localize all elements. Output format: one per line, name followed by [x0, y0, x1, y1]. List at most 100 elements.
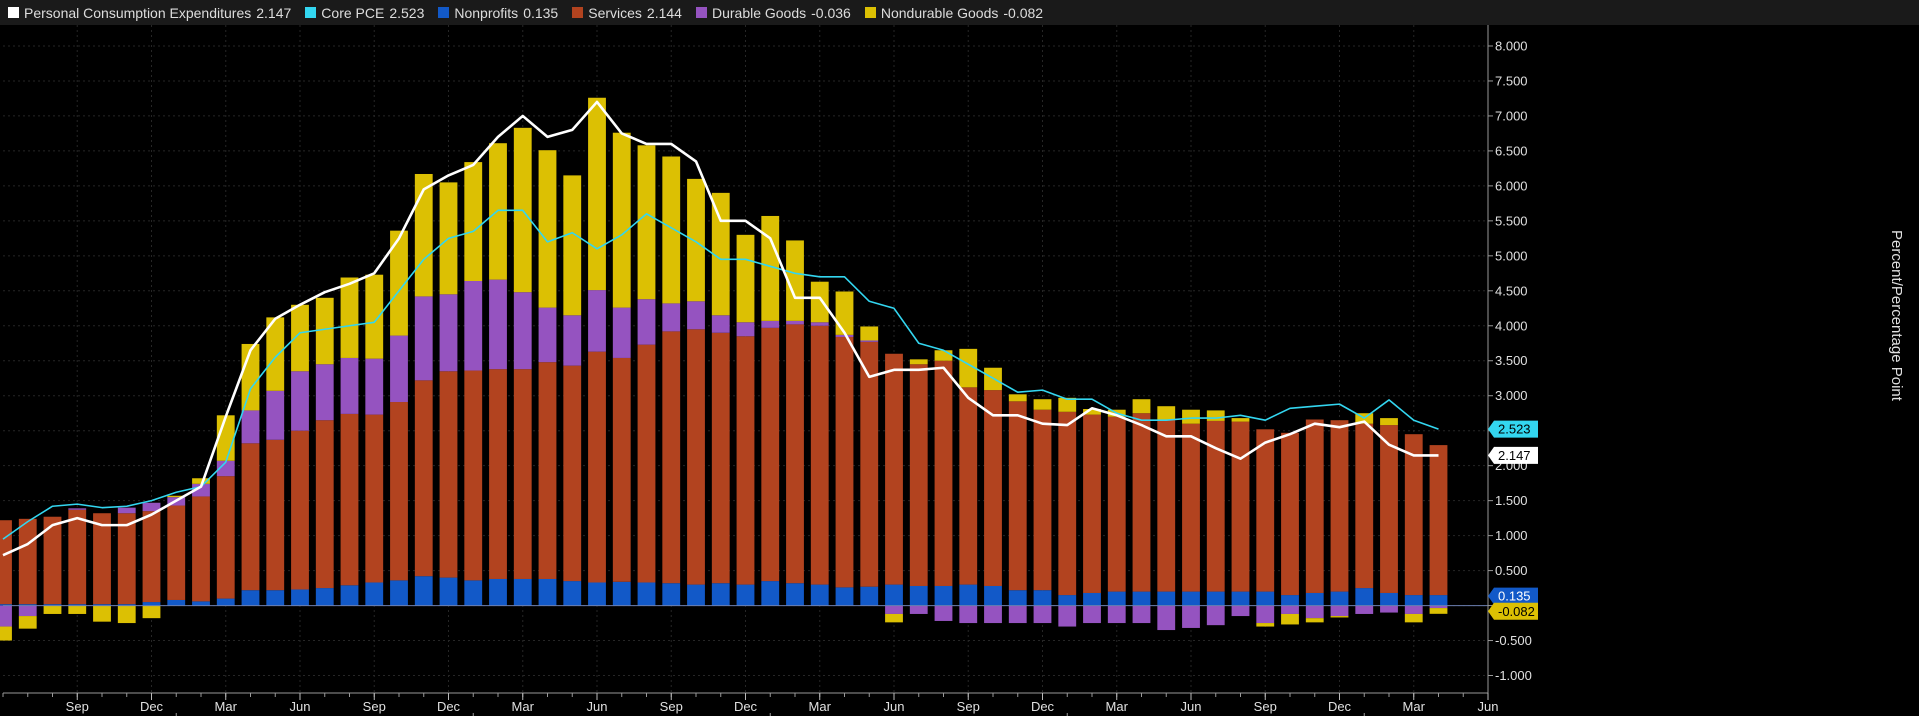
bar-segment: [538, 307, 557, 363]
end-label-box: [1488, 446, 1538, 464]
bar-segment: [786, 320, 804, 325]
end-label-box: [1488, 587, 1538, 605]
bar-segment: [340, 357, 359, 414]
bar-segment: [315, 364, 334, 421]
legend-item[interactable]: Services 2.144: [572, 5, 682, 21]
end-label-box: [1488, 602, 1538, 620]
bar-segment: [1008, 590, 1027, 606]
y-tick-label: 6.000: [1495, 178, 1528, 193]
bar-segment: [687, 178, 705, 302]
y-tick-label: 0.500: [1495, 563, 1528, 578]
legend-series-name: Durable Goods: [711, 4, 807, 21]
bar-segment: [1008, 394, 1027, 402]
bar-segment: [1231, 591, 1250, 606]
bar-segment: [216, 476, 235, 599]
bar-segment: [192, 601, 210, 606]
bar-segment: [43, 516, 62, 605]
bar-segment: [835, 291, 854, 335]
bar-segment: [1305, 605, 1324, 619]
bar-segment: [1157, 605, 1176, 631]
bar-segment: [1404, 613, 1423, 623]
bar-segment: [414, 380, 433, 577]
y-tick-label: 1.000: [1495, 528, 1528, 543]
legend-series-name: Nonprofits: [454, 4, 519, 21]
legend-item[interactable]: Nondurable Goods -0.082: [864, 4, 1044, 21]
bar-segment: [142, 502, 161, 512]
bar-segment: [1033, 605, 1052, 624]
end-label-text: -0.082: [1498, 604, 1535, 619]
x-tick-label: Dec: [734, 699, 758, 714]
bar-segment: [563, 315, 582, 366]
bar-segment: [291, 430, 309, 590]
bar-segment: [588, 351, 606, 583]
bar-segment: [563, 581, 582, 606]
bar-segment: [266, 590, 285, 606]
y-tick-label: 7.500: [1495, 73, 1528, 88]
legend-swatch: [438, 7, 450, 18]
legend-item[interactable]: Nonprofits 0.135: [438, 5, 558, 21]
bar-segment: [786, 324, 804, 584]
bar-segment: [637, 299, 656, 345]
bar-segment: [786, 583, 804, 606]
bar-segment: [711, 192, 730, 316]
bar-segment: [662, 331, 681, 584]
legend-item[interactable]: Personal Consumption Expenditures 2.147: [8, 5, 291, 21]
legend-item[interactable]: Core PCE 2.523: [305, 5, 424, 21]
bar-segment: [0, 626, 12, 641]
bar-segment: [563, 175, 582, 316]
bar-segment: [984, 585, 1002, 606]
bar-segment: [588, 290, 606, 352]
bar-segment: [1429, 605, 1448, 609]
bar-segment: [414, 576, 433, 606]
bar-segment: [464, 162, 483, 282]
bar-segment: [885, 613, 903, 623]
line-core-pce: [2, 209, 1439, 540]
bar-segment: [1206, 605, 1225, 626]
bar-segment: [909, 605, 928, 614]
bar-segment: [1330, 420, 1349, 592]
bar-segment: [241, 443, 260, 591]
bar-segment: [1107, 605, 1126, 624]
bar-segment: [835, 587, 854, 606]
bar-segment: [1355, 605, 1374, 614]
x-tick-label: Jun: [1478, 699, 1499, 714]
bar-segment: [1157, 420, 1176, 592]
bar-segment: [1206, 591, 1225, 606]
bar-segment: [662, 156, 681, 304]
bar-segment: [1083, 414, 1101, 593]
x-tick-label: Mar: [215, 699, 238, 714]
x-tick-label: Mar: [512, 699, 535, 714]
bar-segment: [1157, 591, 1176, 606]
bar-segment: [1231, 421, 1250, 592]
end-value-labels: 2.523 2.147 0.135-0.082: [1488, 420, 1538, 620]
bar-segment: [1107, 416, 1126, 592]
bar-segment: [43, 604, 62, 606]
bar-segment: [909, 364, 928, 586]
end-label-text: 2.523: [1498, 422, 1531, 437]
bar-segment: [390, 580, 408, 606]
bar-segment: [563, 365, 582, 582]
bar-segment: [1305, 419, 1324, 593]
bar-segment: [241, 410, 260, 444]
bar-segment: [365, 358, 384, 415]
bar-segment: [439, 371, 458, 578]
bar-segment: [1107, 591, 1126, 606]
bar-segment: [1206, 410, 1225, 421]
bar-segment: [1058, 411, 1077, 596]
bar-segment: [167, 505, 186, 600]
bar-segment: [1330, 591, 1349, 606]
legend-swatch: [864, 7, 876, 18]
bar-segment: [637, 344, 656, 583]
bar-segment: [1330, 605, 1349, 617]
bar-segment: [1182, 409, 1200, 424]
bar-segment: [1132, 591, 1151, 606]
bar-segment: [439, 294, 458, 372]
legend-series-value: -0.082: [1003, 4, 1044, 21]
legend-item[interactable]: Durable Goods -0.036: [695, 4, 851, 21]
bar-segment: [885, 584, 903, 606]
bar-segment: [687, 301, 705, 330]
bar-segment: [1033, 590, 1052, 606]
bar-segment: [1281, 613, 1299, 625]
bar-segment: [0, 520, 12, 605]
bar-segment: [414, 173, 433, 297]
